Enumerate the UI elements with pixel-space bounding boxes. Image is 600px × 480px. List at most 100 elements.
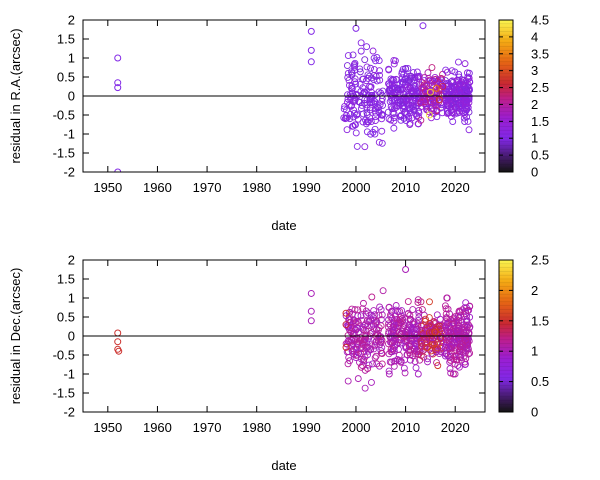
data-point: [348, 71, 356, 79]
y-tick-label: -1.5: [53, 146, 75, 161]
data-point: [346, 81, 353, 89]
x-tick-label: 1970: [193, 420, 222, 435]
colorbar-tick-label: 0: [531, 405, 538, 420]
data-point: [372, 113, 379, 121]
data-point: [463, 113, 471, 121]
data-point: [446, 350, 454, 357]
data-point: [114, 79, 122, 87]
data-point: [361, 321, 369, 329]
data-point: [401, 356, 409, 364]
data-point: [363, 104, 371, 112]
data-point: [414, 299, 422, 306]
data-point: [404, 64, 412, 72]
data-point: [350, 317, 358, 325]
data-point: [384, 323, 392, 331]
x-tick-label: 1980: [242, 420, 271, 435]
x-tick-label: 1990: [292, 180, 321, 195]
data-point: [362, 310, 370, 318]
data-point: [386, 98, 394, 106]
data-point: [414, 370, 422, 378]
data-point: [371, 98, 379, 106]
data-point: [114, 54, 122, 62]
data-point: [443, 68, 451, 76]
colorbar: 0 0.5 1 1.5 2 2.5 3 3.5 44.5: [498, 13, 549, 180]
data-point: [395, 351, 403, 359]
data-point: [417, 298, 425, 306]
data-point: [404, 309, 412, 317]
data-point: [370, 66, 378, 74]
colorbar-tick-label: 4: [531, 29, 538, 44]
data-point: [463, 106, 471, 114]
data-point: [391, 343, 398, 351]
data-point: [466, 313, 474, 321]
data-point: [424, 69, 432, 77]
x-tick-label: 1990: [292, 420, 321, 435]
y-tick-label: -1.5: [53, 386, 75, 401]
y-tick-label: 0.5: [57, 70, 75, 85]
data-point: [354, 375, 362, 383]
x-tick-label: 2010: [391, 420, 420, 435]
data-point: [367, 316, 375, 324]
data-point: [417, 321, 425, 329]
data-point: [370, 345, 378, 353]
data-point: [370, 76, 378, 84]
data-point: [456, 102, 464, 110]
colorbar-tick-label: 1.5: [531, 114, 549, 129]
data-point: [444, 352, 452, 360]
data-point: [453, 356, 461, 364]
data-point: [396, 85, 404, 93]
data-point: [455, 363, 463, 371]
data-point: [446, 354, 454, 362]
data-point: [446, 85, 454, 92]
data-point: [372, 320, 380, 328]
y-tick-label: 1.5: [57, 272, 75, 287]
y-tick-label: 1.5: [57, 32, 75, 47]
data-point: [421, 315, 429, 323]
data-point: [361, 366, 369, 374]
data-point: [412, 110, 420, 118]
data-point: [442, 94, 450, 102]
data-point: [365, 361, 373, 369]
data-point: [374, 337, 382, 345]
data-point: [375, 108, 383, 115]
data-point: [444, 334, 452, 341]
colorbar-tick-label: 1: [531, 344, 538, 359]
data-point: [368, 293, 376, 301]
data-point: [352, 24, 360, 32]
data-point: [442, 350, 450, 358]
data-point: [375, 138, 383, 146]
data-point: [388, 77, 396, 85]
y-tick-label: 1: [68, 291, 75, 306]
data-point: [385, 328, 393, 336]
colorbar-tick-label: 4.5: [531, 13, 549, 28]
data-point: [462, 88, 470, 96]
data-point: [433, 311, 441, 319]
data-point: [373, 77, 381, 85]
data-point: [369, 47, 377, 55]
data-point: [367, 64, 374, 72]
scatter-points: [114, 22, 474, 172]
data-point: [426, 88, 434, 96]
data-point: [413, 68, 421, 76]
y-tick-label: -1: [63, 367, 75, 382]
data-point: [455, 324, 463, 332]
data-point: [419, 22, 427, 30]
data-point: [372, 57, 379, 65]
data-point: [446, 343, 454, 350]
data-point: [363, 128, 371, 136]
data-point: [345, 76, 353, 84]
data-point: [376, 303, 384, 311]
data-point: [364, 351, 372, 359]
data-point: [442, 310, 450, 318]
data-point: [420, 100, 428, 108]
data-point: [397, 86, 405, 94]
data-point: [379, 101, 387, 109]
data-point: [359, 305, 367, 313]
y-tick-label: -0.5: [53, 348, 75, 363]
data-point: [358, 316, 366, 324]
data-point: [433, 359, 440, 367]
data-point: [385, 304, 393, 312]
data-point: [378, 115, 386, 123]
dec-residual-panel: 1950 1960 1970 1980 1990 2000 2010 2020-2-1.5-1…: [8, 253, 549, 474]
x-tick-label: 1960: [143, 420, 172, 435]
